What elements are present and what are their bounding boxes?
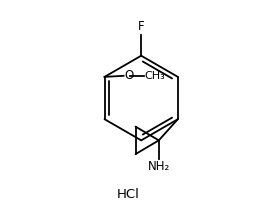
Text: NH₂: NH₂ bbox=[148, 160, 170, 173]
Text: O: O bbox=[124, 69, 133, 82]
Text: CH₃: CH₃ bbox=[145, 71, 166, 81]
Text: HCl: HCl bbox=[117, 188, 140, 201]
Text: F: F bbox=[138, 20, 144, 33]
